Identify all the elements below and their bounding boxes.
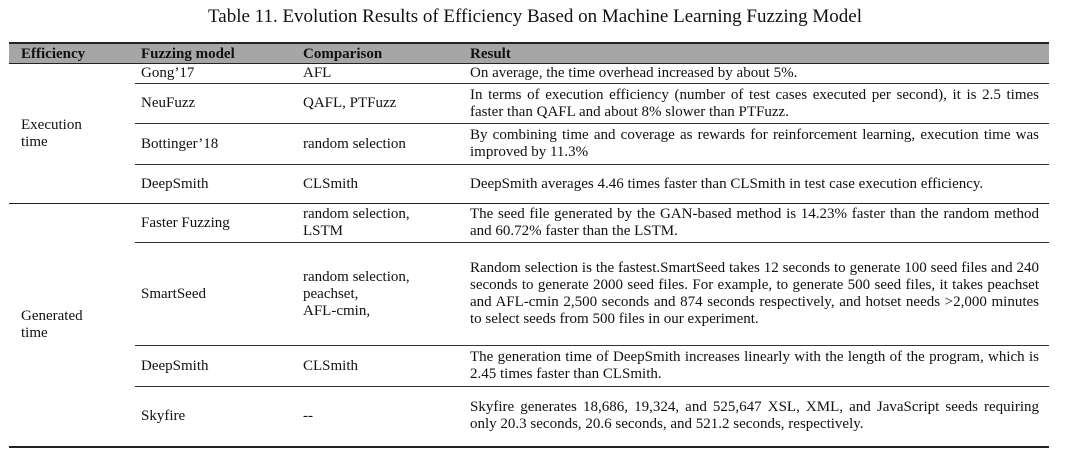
- comparison-line: --: [303, 407, 313, 424]
- result-cell: The generation time of DeepSmith increas…: [464, 345, 1049, 387]
- table-row: SmartSeed random selection, peachset, AF…: [9, 242, 1049, 346]
- group-label-line: Generated: [21, 307, 83, 324]
- comparison-cell: CLSmith: [297, 345, 464, 387]
- comparison-cell: random selection: [297, 123, 464, 165]
- comparison-line: AFL-cmin,: [303, 302, 371, 319]
- comparison-cell: QAFL, PTFuzz: [297, 83, 464, 124]
- result-cell: DeepSmith averages 4.46 times faster tha…: [464, 164, 1049, 204]
- table-row: DeepSmith CLSmith The generation time of…: [9, 345, 1049, 387]
- comparison-line: CLSmith: [303, 175, 359, 192]
- header-result: Result: [464, 42, 1049, 64]
- comparison-cell: random selection, LSTM: [297, 203, 464, 243]
- result-cell: Skyfire generates 18,686, 19,324, and 52…: [464, 386, 1049, 448]
- comparison-line: random selection,: [303, 206, 410, 222]
- header-efficiency: Efficiency: [9, 42, 135, 64]
- result-cell: The seed file generated by the GAN-based…: [464, 203, 1049, 243]
- result-cell: By combining time and coverage as reward…: [464, 123, 1049, 165]
- efficiency-results-table: Efficiency Fuzzing model Comparison Resu…: [9, 42, 1049, 448]
- comparison-line: random selection,: [303, 268, 410, 285]
- table-row: Generated time Faster Fuzzing random sel…: [9, 203, 1049, 448]
- table-row: Bottinger’18 random selection By combini…: [9, 123, 1049, 165]
- group-label-line: Execution: [21, 116, 82, 133]
- comparison-line: peachset,: [303, 285, 359, 302]
- comparison-line: QAFL, PTFuzz: [303, 95, 397, 111]
- table-row: Skyfire -- Skyfire generates 18,686, 19,…: [9, 386, 1049, 448]
- model-cell: DeepSmith: [135, 345, 297, 387]
- comparison-line: AFL: [303, 65, 332, 81]
- model-cell: Faster Fuzzing: [135, 203, 297, 243]
- header-comparison: Comparison: [297, 42, 464, 64]
- comparison-cell: --: [297, 386, 464, 448]
- table-row: Execution time Gong’17 AFL On average, t…: [9, 63, 1049, 204]
- model-cell: Gong’17: [135, 63, 297, 84]
- group-label-generated-time: Generated time: [9, 203, 135, 448]
- model-cell: Skyfire: [135, 386, 297, 448]
- table-row: NeuFuzz QAFL, PTFuzz In terms of executi…: [9, 83, 1049, 124]
- model-cell: Bottinger’18: [135, 123, 297, 165]
- model-cell: SmartSeed: [135, 242, 297, 346]
- comparison-cell: CLSmith: [297, 164, 464, 204]
- table-header-row: Efficiency Fuzzing model Comparison Resu…: [9, 42, 1049, 64]
- result-cell: On average, the time overhead increased …: [464, 63, 1049, 84]
- comparison-line: CLSmith: [303, 357, 359, 374]
- comparison-line: random selection: [303, 135, 406, 152]
- comparison-cell: random selection, peachset, AFL-cmin,: [297, 242, 464, 346]
- result-cell: Random selection is the fastest.SmartSee…: [464, 242, 1049, 346]
- group-label-line: time: [21, 133, 48, 150]
- model-cell: NeuFuzz: [135, 83, 297, 124]
- model-cell: DeepSmith: [135, 164, 297, 204]
- comparison-line: LSTM: [303, 223, 344, 239]
- result-cell: In terms of execution efficiency (number…: [464, 83, 1049, 124]
- group-label-line: time: [21, 324, 48, 341]
- header-fuzzing-model: Fuzzing model: [135, 42, 297, 64]
- table-row: DeepSmith CLSmith DeepSmith averages 4.4…: [9, 164, 1049, 204]
- table-caption: Table 11. Evolution Results of Efficienc…: [207, 6, 862, 27]
- group-label-execution-time: Execution time: [9, 63, 135, 204]
- comparison-cell: AFL: [297, 63, 464, 84]
